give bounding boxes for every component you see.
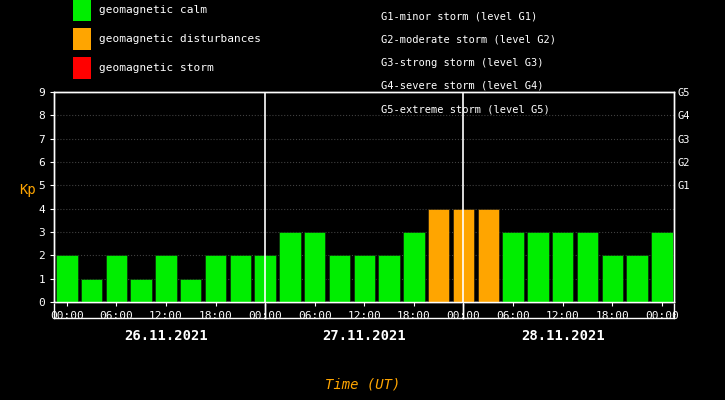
Bar bbox=[602, 255, 623, 302]
Bar bbox=[130, 279, 152, 302]
Bar bbox=[204, 255, 226, 302]
Bar bbox=[403, 232, 425, 302]
Text: G1-minor storm (level G1): G1-minor storm (level G1) bbox=[381, 11, 537, 21]
Bar bbox=[304, 232, 326, 302]
Bar bbox=[651, 232, 673, 302]
Bar bbox=[180, 279, 202, 302]
Text: Time (UT): Time (UT) bbox=[325, 378, 400, 392]
Text: G5-extreme storm (level G5): G5-extreme storm (level G5) bbox=[381, 104, 550, 114]
Bar bbox=[502, 232, 524, 302]
Bar bbox=[254, 255, 276, 302]
Text: G4-severe storm (level G4): G4-severe storm (level G4) bbox=[381, 81, 543, 91]
Text: 28.11.2021: 28.11.2021 bbox=[521, 329, 605, 343]
Bar bbox=[106, 255, 127, 302]
Bar bbox=[354, 255, 375, 302]
Bar bbox=[56, 255, 78, 302]
Bar bbox=[527, 232, 549, 302]
Bar bbox=[576, 232, 598, 302]
Text: geomagnetic disturbances: geomagnetic disturbances bbox=[99, 34, 261, 44]
Bar bbox=[452, 209, 474, 302]
Bar bbox=[230, 255, 251, 302]
Bar bbox=[478, 209, 499, 302]
Y-axis label: Kp: Kp bbox=[19, 183, 36, 197]
Bar bbox=[378, 255, 400, 302]
Text: G3-strong storm (level G3): G3-strong storm (level G3) bbox=[381, 58, 543, 68]
Bar bbox=[626, 255, 648, 302]
Bar bbox=[428, 209, 450, 302]
Bar bbox=[155, 255, 177, 302]
Bar bbox=[279, 232, 301, 302]
Bar bbox=[552, 232, 573, 302]
Text: G2-moderate storm (level G2): G2-moderate storm (level G2) bbox=[381, 34, 555, 44]
Text: 27.11.2021: 27.11.2021 bbox=[323, 329, 406, 343]
Text: geomagnetic calm: geomagnetic calm bbox=[99, 5, 207, 15]
Text: 26.11.2021: 26.11.2021 bbox=[124, 329, 208, 343]
Bar bbox=[328, 255, 350, 302]
Bar bbox=[80, 279, 102, 302]
Text: geomagnetic storm: geomagnetic storm bbox=[99, 64, 214, 74]
